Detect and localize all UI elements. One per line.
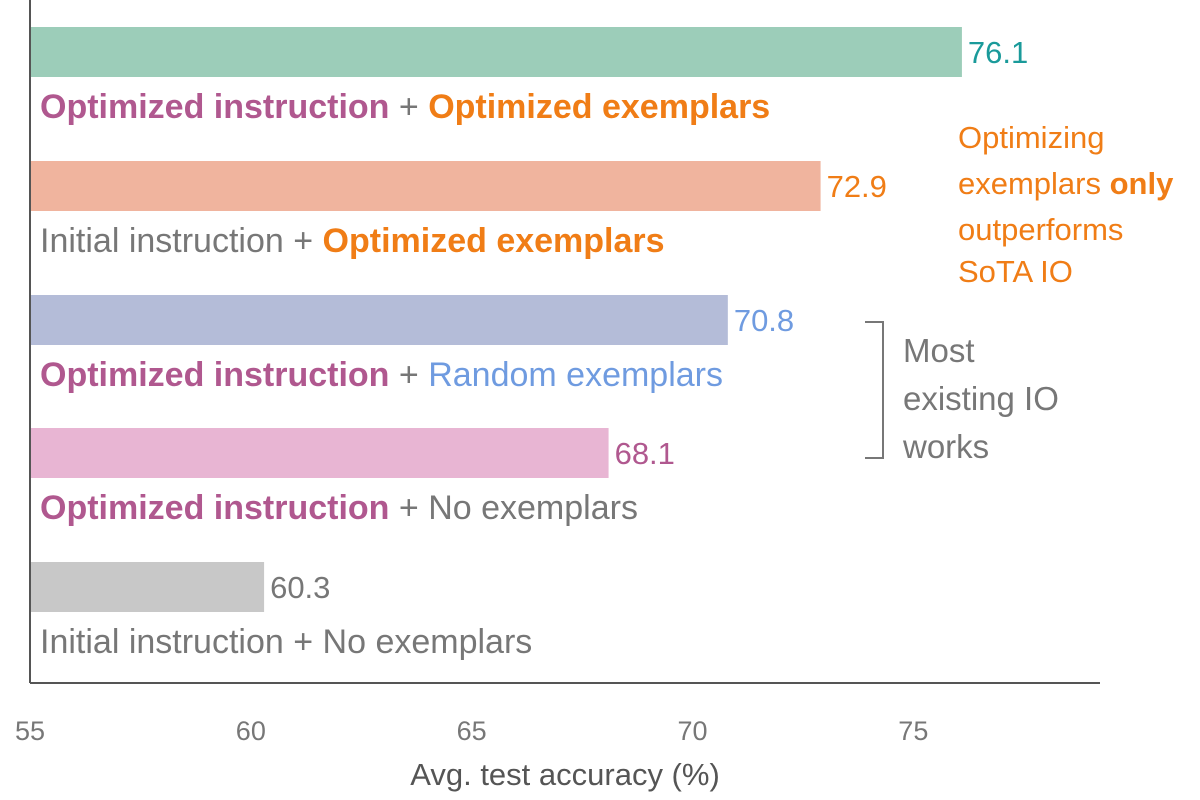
category-label-3-part-1: Optimized instruction	[40, 356, 389, 394]
annotation-optimizing-exemplars-line-4-part-1: SoTA IO	[958, 254, 1073, 289]
category-label-5-part-3: No exemplars	[323, 623, 533, 661]
category-label-5: Initial instruction + No exemplars	[40, 623, 532, 661]
value-label-5: 60.3	[270, 570, 330, 605]
value-label-2: 72.9	[827, 169, 887, 204]
category-label-5-part-1: Initial instruction	[40, 623, 284, 661]
category-label-1-part-1: Optimized instruction	[40, 88, 389, 126]
category-label-4-part-2: +	[389, 489, 428, 527]
category-label-3-part-2: +	[389, 356, 428, 394]
annotation-existing-io-line-2: existing IO	[903, 380, 1059, 417]
annotation-existing-io-line-3: works	[902, 428, 989, 465]
category-label-4-part-1: Optimized instruction	[40, 489, 389, 527]
x-tick-label-4: 70	[677, 716, 707, 746]
category-label-4: Optimized instruction + No exemplars	[40, 489, 638, 527]
category-label-3: Optimized instruction + Random exemplars	[40, 356, 723, 394]
bar-3	[31, 295, 728, 345]
bar-4	[31, 428, 609, 478]
x-axis-title: Avg. test accuracy (%)	[410, 757, 720, 792]
category-label-1: Optimized instruction + Optimized exempl…	[40, 88, 770, 126]
bar-5	[31, 562, 265, 612]
bar-1	[31, 27, 962, 77]
annotation-optimizing-exemplars-line-3: outperforms	[958, 212, 1123, 247]
category-label-1-part-2: +	[389, 88, 428, 126]
annotation-existing-io-line-1-part-1: Most	[903, 332, 975, 369]
annotation-existing-io-line-2-part-1: existing IO	[903, 380, 1059, 417]
category-label-2-part-1: Initial instruction	[40, 222, 284, 260]
value-label-3: 70.8	[734, 303, 794, 338]
annotation-optimizing-exemplars-line-3-part-1: outperforms	[958, 212, 1123, 247]
annotation-existing-io-line-1: Most	[903, 332, 975, 369]
x-tick-label-3: 65	[457, 716, 487, 746]
annotation-optimizing-exemplars-line-4: SoTA IO	[958, 254, 1073, 289]
category-label-1-part-3: Optimized exemplars	[428, 88, 770, 126]
annotation-optimizing-exemplars-line-1: Optimizing	[958, 120, 1104, 155]
annotation-optimizing-exemplars-line-2-part-1: exemplars	[958, 166, 1110, 201]
annotation-optimizing-exemplars-line-1-part-1: Optimizing	[958, 120, 1104, 155]
category-label-4-part-3: No exemplars	[428, 489, 638, 527]
bar-2	[31, 161, 821, 211]
category-label-2-part-2: +	[284, 222, 323, 260]
category-label-5-part-2: +	[284, 623, 323, 661]
x-tick-label-2: 60	[236, 716, 266, 746]
bracket-existing-io	[865, 321, 884, 459]
value-label-4: 68.1	[615, 436, 675, 471]
x-tick-label-5: 75	[898, 716, 928, 746]
annotation-optimizing-exemplars-line-2-part-2: only	[1110, 166, 1174, 201]
annotation-optimizing-exemplars-line-2: exemplars only	[958, 166, 1174, 201]
x-tick-label-1: 55	[15, 716, 45, 746]
category-label-2: Initial instruction + Optimized exemplar…	[40, 222, 665, 260]
value-label-1: 76.1	[968, 35, 1028, 70]
annotation-existing-io-line-3-part-1: works	[902, 428, 989, 465]
category-label-2-part-3: Optimized exemplars	[323, 222, 665, 260]
category-label-3-part-3: Random exemplars	[428, 356, 723, 394]
